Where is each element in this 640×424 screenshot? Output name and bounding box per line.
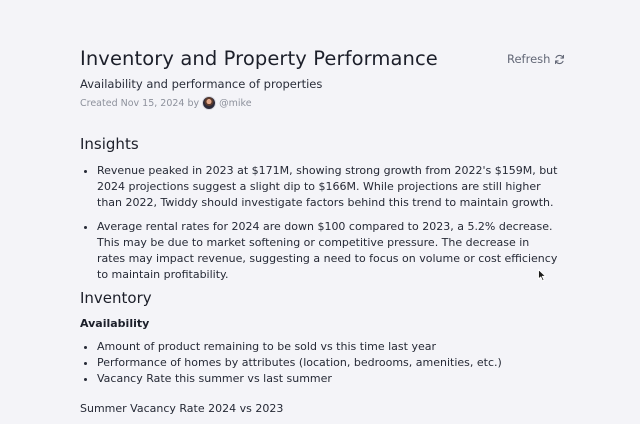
insights-list: Revenue peaked in 2023 at $171M, showing… — [80, 163, 560, 283]
insights-heading: Insights — [80, 135, 139, 153]
list-item: Average rental rates for 2024 are down $… — [97, 219, 560, 283]
availability-heading: Availability — [80, 317, 150, 330]
author-handle[interactable]: @mike — [219, 97, 252, 109]
refresh-button[interactable]: Refresh — [507, 52, 565, 66]
availability-list: Amount of product remaining to be sold v… — [80, 339, 560, 387]
page-subtitle: Availability and performance of properti… — [80, 77, 323, 91]
list-item: Revenue peaked in 2023 at $171M, showing… — [97, 163, 560, 211]
author-avatar — [202, 96, 217, 110]
refresh-label: Refresh — [507, 52, 551, 66]
refresh-icon — [555, 54, 565, 64]
mouse-pointer-icon — [538, 269, 547, 282]
vacancy-rate-label: Summer Vacancy Rate 2024 vs 2023 — [80, 402, 284, 415]
list-item: Vacancy Rate this summer vs last summer — [97, 371, 560, 387]
list-item: Performance of homes by attributes (loca… — [97, 355, 560, 371]
list-item: Amount of product remaining to be sold v… — [97, 339, 560, 355]
inventory-heading: Inventory — [80, 289, 152, 307]
created-date: Created Nov 15, 2024 by — [80, 97, 200, 109]
page-title: Inventory and Property Performance — [80, 47, 438, 70]
created-meta: Created Nov 15, 2024 by @mike — [80, 96, 252, 110]
